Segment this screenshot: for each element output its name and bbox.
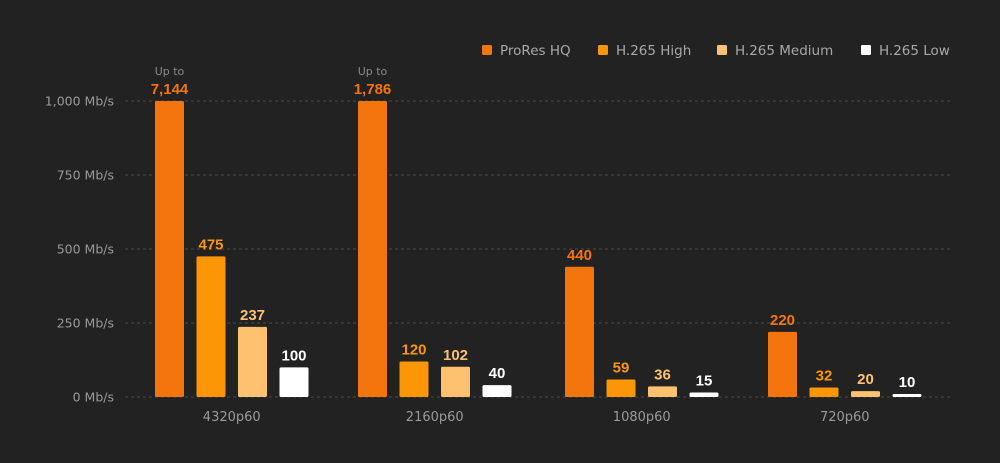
legend-swatch	[717, 45, 727, 55]
legend-label: H.265 Medium	[735, 43, 833, 59]
bar	[851, 391, 880, 397]
bar	[399, 361, 429, 397]
bar	[482, 385, 512, 397]
y-tick-label: 750 Mb/s	[57, 168, 114, 183]
y-tick-label: 1,000 Mb/s	[45, 94, 114, 109]
bar	[606, 379, 636, 397]
x-category-label: 720p60	[820, 410, 870, 425]
y-tick-label: 0 Mb/s	[73, 390, 114, 405]
bar	[892, 394, 922, 397]
bar	[196, 256, 226, 397]
bar-value-label: 102	[443, 347, 468, 364]
bar	[155, 101, 184, 397]
bar	[441, 366, 470, 397]
legend-swatch	[598, 45, 608, 55]
bar-value-label: 220	[770, 312, 795, 329]
bar	[358, 101, 387, 397]
bar	[565, 266, 594, 397]
bar-value-label: 32	[816, 368, 833, 385]
bar-value-label: 120	[401, 341, 426, 358]
bar-note-label: Up to	[155, 65, 185, 78]
bar	[648, 386, 677, 397]
y-tick-label: 250 Mb/s	[57, 316, 114, 331]
legend-label: H.265 Low	[879, 43, 950, 59]
bars	[155, 101, 922, 397]
bar-value-label: 15	[696, 373, 713, 390]
legend-label: H.265 High	[616, 43, 691, 59]
bar-value-label: 1,786	[354, 81, 392, 98]
bar-value-label: 440	[567, 247, 592, 264]
legend-label: ProRes HQ	[500, 43, 571, 59]
y-tick-label: 500 Mb/s	[57, 242, 114, 257]
bar	[809, 387, 839, 397]
bar	[768, 331, 797, 397]
bar	[279, 367, 309, 397]
bar-value-label: 20	[857, 371, 874, 388]
bar-value-label: 100	[281, 347, 306, 364]
grid: 0 Mb/s 250 Mb/s 500 Mb/s 750 Mb/s 1,000 Mb/s	[45, 94, 950, 405]
legend-swatch	[482, 45, 492, 55]
bar-note-label: Up to	[358, 65, 388, 78]
bar	[689, 392, 719, 397]
bar-value-label: 7,144	[151, 81, 189, 98]
bar-value-label: 59	[613, 360, 630, 377]
legend: ProRes HQ H.265 High H.265 Medium H.265 Low	[482, 43, 950, 59]
labels: 7,144 Up to 475 237 100 4320p60 1,786 Up to 120 1…	[151, 65, 916, 425]
x-category-label: 4320p60	[203, 410, 261, 425]
bar-value-label: 36	[654, 366, 671, 383]
bar-value-label: 10	[899, 374, 916, 391]
x-category-label: 2160p60	[406, 410, 464, 425]
legend-swatch	[861, 45, 871, 55]
x-category-label: 1080p60	[613, 410, 671, 425]
bar-value-label: 40	[489, 365, 506, 382]
bar-value-label: 237	[240, 307, 265, 324]
bar	[238, 326, 267, 397]
bar-value-label: 475	[198, 236, 223, 253]
